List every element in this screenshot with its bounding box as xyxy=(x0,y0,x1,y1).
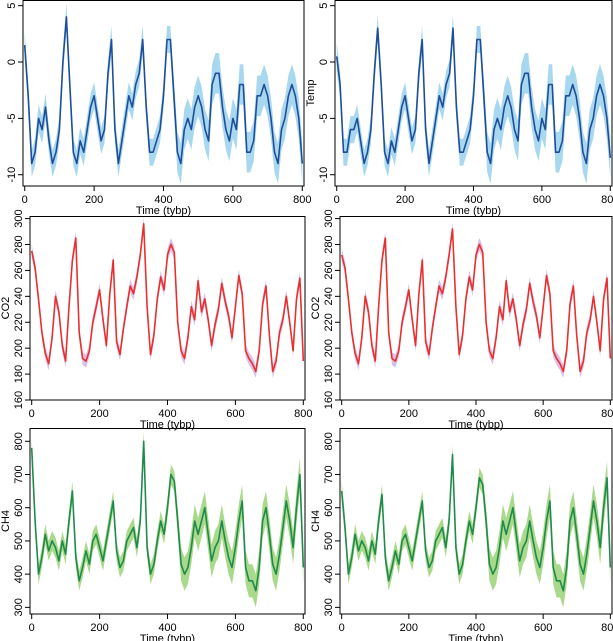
y-tick-label: -5 xyxy=(6,113,18,123)
y-tick-label: 5 xyxy=(318,3,330,9)
y-tick-label: 700 xyxy=(323,465,335,483)
y-tick-label: -10 xyxy=(6,167,18,183)
series-line xyxy=(23,16,304,165)
y-tick-label: 300 xyxy=(13,598,25,616)
x-tick-label: 200 xyxy=(400,408,418,420)
plot-frame xyxy=(29,216,306,401)
x-tick-label: 400 xyxy=(158,408,176,420)
x-tick-label: 800 xyxy=(601,622,613,634)
series-line xyxy=(30,223,305,373)
series-line xyxy=(340,228,612,373)
y-tick-label: 260 xyxy=(13,261,25,279)
x-tick-label: 800 xyxy=(601,194,613,206)
y-tick-label: 180 xyxy=(13,365,25,383)
y-tick-label: 400 xyxy=(13,565,25,583)
x-tick-label: 0 xyxy=(339,622,345,634)
y-tick-label: 200 xyxy=(13,339,25,357)
y-tick-label: 400 xyxy=(323,565,335,583)
x-tick-label: 400 xyxy=(467,622,485,634)
x-tick-label: 800 xyxy=(294,622,312,634)
x-tick-label: 800 xyxy=(293,194,311,206)
y-tick-label: 220 xyxy=(323,313,335,331)
y-tick-label: 5 xyxy=(6,3,18,9)
panel-4: 0 200 400 600 800 160 180 200 220 240 260 280 300 Tim… xyxy=(310,209,613,431)
x-tick-label: 800 xyxy=(294,408,312,420)
y-tick-label: 260 xyxy=(323,261,335,279)
y-tick-label: 240 xyxy=(323,287,335,305)
y-axis-label: CO2 xyxy=(310,297,322,320)
x-axis-label: Time (tybp) xyxy=(448,419,503,431)
y-axis-label: CO2 xyxy=(0,297,12,320)
x-tick-label: 200 xyxy=(90,408,108,420)
y-tick-label: 280 xyxy=(13,235,25,253)
x-tick-label: 0 xyxy=(29,622,35,634)
plot-frame xyxy=(339,216,613,401)
panel-1: 0 200 400 600 800 -10 -5 0 5 Time (tybp) xyxy=(6,0,311,217)
x-tick-label: 800 xyxy=(601,408,613,420)
y-tick-label: 280 xyxy=(323,235,335,253)
y-tick-label: 0 xyxy=(318,59,330,65)
x-tick-label: 0 xyxy=(334,194,340,206)
x-tick-label: 600 xyxy=(226,622,244,634)
y-axis-label: Temp xyxy=(305,80,317,107)
y-tick-label: 700 xyxy=(13,465,25,483)
x-tick-label: 0 xyxy=(339,408,345,420)
x-tick-label: 400 xyxy=(464,194,482,206)
x-axis-label: Time (tybp) xyxy=(136,205,191,217)
y-axis-label: CH4 xyxy=(0,510,12,532)
x-axis-label: Time (tybp) xyxy=(448,633,503,641)
uncertainty-band xyxy=(31,431,304,608)
x-axis-label: Time (tybp) xyxy=(140,419,195,431)
y-tick-label: -10 xyxy=(318,167,330,183)
x-tick-label: 200 xyxy=(90,622,108,634)
y-tick-label: 600 xyxy=(323,499,335,517)
y-tick-label: 500 xyxy=(13,532,25,550)
y-tick-label: 300 xyxy=(323,209,335,227)
x-tick-label: 200 xyxy=(85,194,103,206)
y-tick-label: 800 xyxy=(13,432,25,450)
x-tick-label: 400 xyxy=(154,194,172,206)
y-axis-label: CH4 xyxy=(310,510,322,532)
panel-6: 0 200 400 600 800 300 400 500 600 700 800 Time (tyb… xyxy=(310,428,613,641)
y-tick-label: 800 xyxy=(323,432,335,450)
x-axis-label: Time (tybp) xyxy=(446,205,501,217)
x-tick-label: 200 xyxy=(396,194,414,206)
panel-2: 0 200 400 600 800 -10 -5 0 5 Time (tybp) Temp xyxy=(305,0,613,217)
y-tick-label: 160 xyxy=(323,391,335,409)
y-tick-label: 600 xyxy=(13,499,25,517)
y-tick-label: 300 xyxy=(13,209,25,227)
y-tick-label: 500 xyxy=(323,532,335,550)
x-tick-label: 600 xyxy=(224,194,242,206)
x-tick-label: 200 xyxy=(400,622,418,634)
uncertainty-band xyxy=(31,217,304,378)
y-tick-label: 0 xyxy=(6,59,18,65)
x-tick-label: 600 xyxy=(533,194,551,206)
series-line xyxy=(340,453,612,592)
series-line xyxy=(30,440,305,592)
y-tick-label: 300 xyxy=(323,598,335,616)
panel-3: 0 200 400 600 800 160 180 200 220 240 260 280 300 Tim… xyxy=(0,209,312,431)
x-tick-label: 600 xyxy=(226,408,244,420)
x-tick-label: 400 xyxy=(467,408,485,420)
y-tick-label: 220 xyxy=(13,313,25,331)
y-tick-label: -5 xyxy=(318,113,330,123)
x-tick-label: 600 xyxy=(534,622,552,634)
x-tick-label: 0 xyxy=(22,194,28,206)
x-tick-label: 600 xyxy=(534,408,552,420)
y-tick-label: 160 xyxy=(13,391,25,409)
panel-5: 0 200 400 600 800 300 400 500 600 700 800 Time (tyb… xyxy=(0,428,312,641)
x-axis-label: Time (tybp) xyxy=(140,633,195,641)
series-line xyxy=(335,27,612,165)
x-tick-label: 0 xyxy=(29,408,35,420)
y-tick-label: 200 xyxy=(323,339,335,357)
y-tick-label: 240 xyxy=(13,287,25,305)
x-tick-label: 400 xyxy=(158,622,176,634)
y-tick-label: 180 xyxy=(323,365,335,383)
